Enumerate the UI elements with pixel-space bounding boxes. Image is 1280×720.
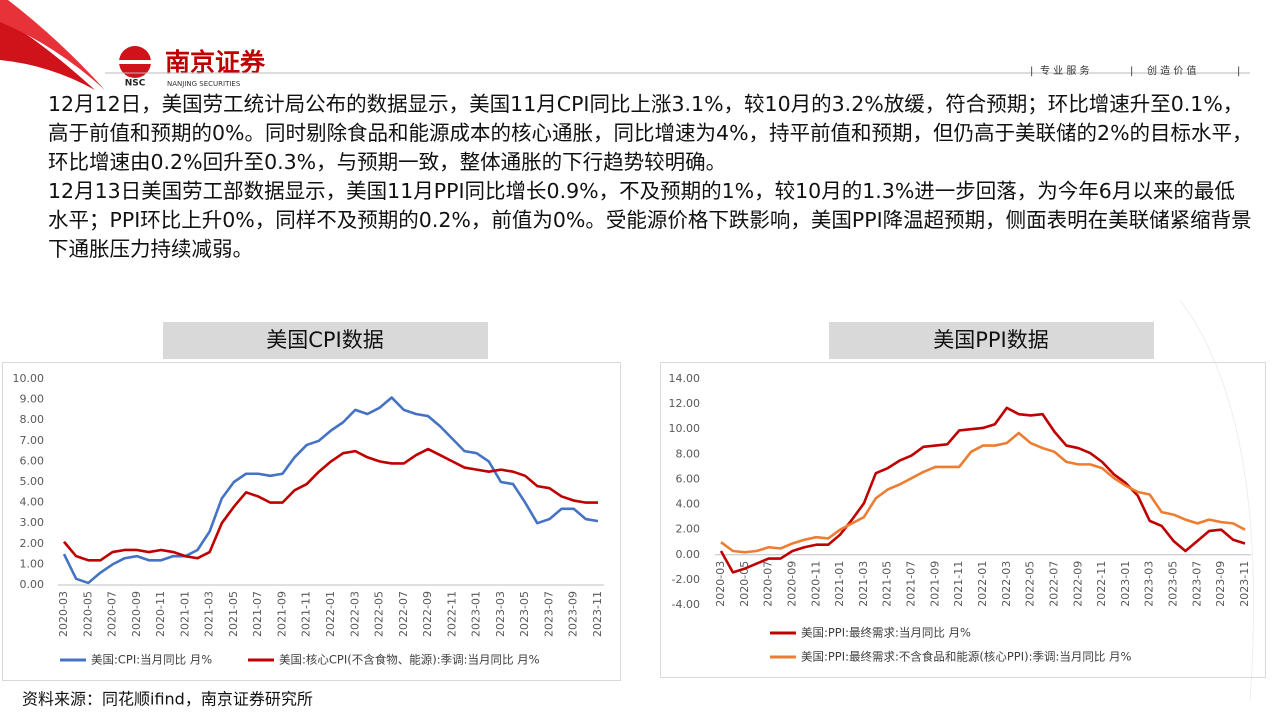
x-tick-label: 2020-03 (714, 561, 727, 607)
x-tick-label: 2023-11 (1238, 561, 1251, 607)
slogan: 创 造 价 值 (1147, 64, 1197, 77)
chart-frame (660, 362, 1266, 678)
logo-cn: 南京证券 (165, 48, 266, 77)
decor-arc (1179, 299, 1255, 701)
y-tick-label: 10.00 (13, 372, 45, 385)
x-tick-label: 2021-03 (203, 591, 216, 637)
chart-title: 美国CPI数据 (266, 328, 384, 352)
y-tick-label: 6.00 (676, 472, 701, 485)
x-tick-label: 2023-07 (542, 591, 555, 637)
logo-emblem-band (119, 60, 151, 64)
y-tick-label: 5.00 (20, 475, 45, 488)
series-line (63, 447, 598, 562)
y-tick-label: 6.00 (20, 454, 45, 467)
y-tick-label: 9.00 (20, 393, 45, 406)
paragraph: 12月13日美国劳工部数据显示，美国11月PPI同比增长0.9%，不及预期的1%… (48, 179, 1252, 261)
x-tick-label: 2022-01 (976, 561, 989, 607)
y-tick-label: 8.00 (676, 447, 701, 460)
x-tick-label: 2023-03 (494, 591, 507, 637)
x-tick-label: 2022-05 (1024, 561, 1037, 607)
x-tick-label: 2023-05 (518, 591, 531, 637)
y-tick-label: 0.00 (20, 578, 45, 591)
x-tick-label: 2021-07 (251, 591, 264, 637)
x-tick-label: 2020-11 (154, 591, 167, 637)
x-tick-label: 2022-09 (1071, 561, 1084, 607)
x-tick-label: 2023-03 (1143, 561, 1156, 607)
x-tick-label: 2022-11 (445, 591, 458, 637)
chart-title: 美国PPI数据 (933, 328, 1049, 352)
y-tick-label: -4.00 (672, 598, 700, 611)
x-tick-label: 2022-01 (324, 591, 337, 637)
x-tick-label: 2021-11 (300, 591, 313, 637)
x-tick-label: 2021-01 (178, 591, 191, 637)
x-tick-label: 2022-11 (1095, 561, 1108, 607)
x-tick-label: 2020-07 (106, 591, 119, 637)
x-tick-label: 2022-09 (421, 591, 434, 637)
separator: | (1030, 66, 1033, 77)
legend-label: 美国:PPI:最终需求:不含食品和能源(核心PPI):季调:当月同比 月% (801, 650, 1132, 664)
paragraph: 12月12日，美国劳工统计局公布的数据显示，美国11月CPI同比上涨3.1%，较… (48, 92, 1253, 174)
slogan: 专 业 服 务 (1040, 64, 1090, 77)
x-tick-label: 2023-07 (1190, 561, 1203, 607)
y-tick-label: 4.00 (20, 496, 45, 509)
x-tick-label: 2023-01 (470, 591, 483, 637)
y-tick-label: 7.00 (20, 434, 45, 447)
y-tick-label: 8.00 (20, 413, 45, 426)
x-tick-label: 2021-07 (905, 561, 918, 607)
y-tick-label: -2.00 (672, 573, 700, 586)
source-note: 资料来源：同花顺ifind，南京证券研究所 (22, 690, 313, 709)
legend-label: 美国:CPI:当月同比 月% (91, 653, 212, 667)
legend-label: 美国:PPI:最终需求:当月同比 月% (801, 626, 971, 640)
separator: | (1237, 66, 1240, 77)
y-tick-label: 0.00 (676, 548, 701, 561)
series-line (720, 431, 1246, 554)
y-tick-label: 2.00 (20, 537, 45, 550)
y-tick-label: 1.00 (20, 557, 45, 570)
x-tick-label: 2023-01 (1119, 561, 1132, 607)
x-tick-label: 2020-05 (738, 561, 751, 607)
y-tick-label: 14.00 (669, 372, 701, 385)
chart-title-box (163, 322, 488, 359)
y-tick-label: 3.00 (20, 516, 45, 529)
x-tick-label: 2022-05 (373, 591, 386, 637)
separator: | (1130, 66, 1133, 77)
x-tick-label: 2023-09 (1214, 561, 1227, 607)
x-tick-label: 2020-09 (130, 591, 143, 637)
x-tick-label: 2023-11 (591, 591, 604, 637)
x-tick-label: 2020-05 (81, 591, 94, 637)
y-tick-label: 2.00 (676, 523, 701, 536)
series-line (719, 406, 1246, 574)
x-tick-label: 2021-05 (881, 561, 894, 607)
y-tick-label: 4.00 (676, 498, 701, 511)
x-tick-label: 2021-11 (952, 561, 965, 607)
x-tick-label: 2020-11 (809, 561, 822, 607)
x-tick-label: 2021-09 (275, 591, 288, 637)
x-tick-label: 2020-07 (762, 561, 775, 607)
logo-abbr: NSC (125, 79, 146, 89)
logo-en: NANJING SECURITIES (167, 80, 241, 88)
x-tick-label: 2021-03 (857, 561, 870, 607)
y-tick-label: 10.00 (669, 422, 701, 435)
x-tick-label: 2022-03 (1000, 561, 1013, 607)
body-text: 12月12日，美国劳工统计局公布的数据显示，美国11月CPI同比上涨3.1%，较… (48, 90, 1253, 264)
series-line (62, 396, 599, 585)
x-tick-label: 2022-07 (397, 591, 410, 637)
x-tick-label: 2023-05 (1167, 561, 1180, 607)
x-tick-label: 2021-05 (227, 591, 240, 637)
chart-frame (2, 362, 621, 681)
x-tick-label: 2023-09 (567, 591, 580, 637)
y-tick-label: 12.00 (669, 397, 701, 410)
chart-title-box (829, 322, 1154, 359)
decor-swoosh (0, 18, 95, 90)
x-tick-label: 2020-09 (785, 561, 798, 607)
x-tick-label: 2022-07 (1047, 561, 1060, 607)
x-tick-label: 2020-03 (57, 591, 70, 637)
legend-label: 美国:核心CPI(不含食物、能源):季调:当月同比 月% (279, 653, 540, 667)
x-tick-label: 2022-03 (348, 591, 361, 637)
decor-swoosh (0, 0, 105, 90)
x-tick-label: 2021-01 (833, 561, 846, 607)
x-tick-label: 2021-09 (928, 561, 941, 607)
